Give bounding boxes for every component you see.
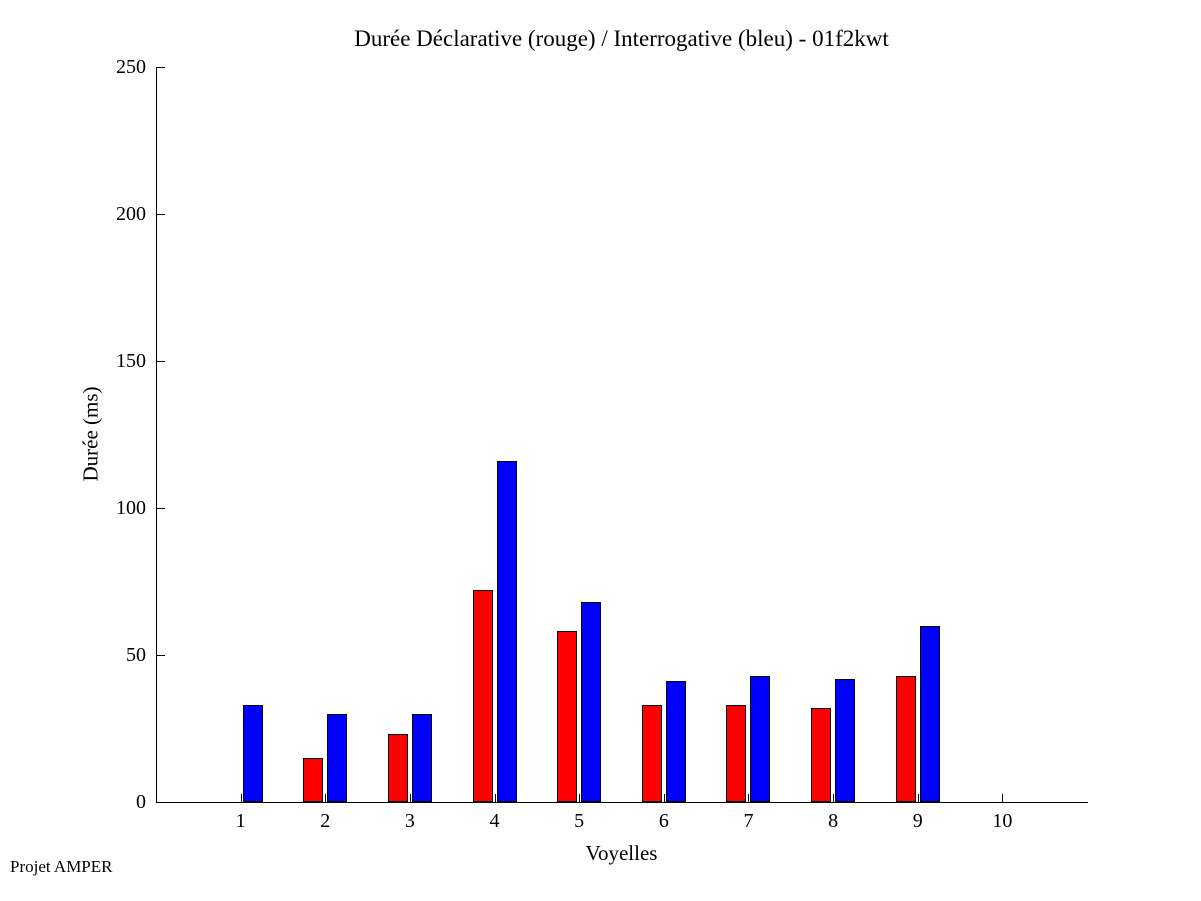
x-tick-label-8: 8 bbox=[828, 810, 839, 832]
plot-area bbox=[156, 67, 1088, 803]
x-axis-label: Voyelles bbox=[585, 841, 658, 865]
y-tick-150 bbox=[157, 360, 165, 362]
x-tick-5 bbox=[579, 794, 581, 802]
bar-déclarative-5 bbox=[557, 631, 578, 802]
bar-déclarative-8 bbox=[811, 707, 832, 802]
bar-interrogative-7 bbox=[750, 675, 771, 802]
x-tick-6 bbox=[663, 794, 665, 802]
bar-déclarative-4 bbox=[472, 590, 493, 802]
y-tick-label-150: 150 bbox=[116, 350, 146, 372]
x-tick-label-2: 2 bbox=[320, 810, 331, 832]
y-tick-50 bbox=[157, 654, 165, 656]
project-footer: Projet AMPER bbox=[10, 857, 113, 876]
bar-interrogative-8 bbox=[835, 678, 856, 802]
x-tick-label-5: 5 bbox=[574, 810, 585, 832]
y-tick-100 bbox=[157, 507, 165, 509]
y-tick-0 bbox=[157, 801, 165, 803]
x-tick-9 bbox=[917, 794, 919, 802]
x-tick-label-10: 10 bbox=[992, 810, 1013, 832]
x-tick-label-3: 3 bbox=[404, 810, 415, 832]
y-tick-label-50: 50 bbox=[126, 644, 146, 666]
y-tick-label-200: 200 bbox=[116, 203, 146, 225]
bar-interrogative-4 bbox=[496, 460, 517, 802]
bar-interrogative-1 bbox=[242, 704, 263, 802]
bar-déclarative-2 bbox=[303, 757, 324, 802]
y-tick-label-250: 250 bbox=[116, 56, 146, 78]
x-tick-label-7: 7 bbox=[743, 810, 754, 832]
bar-interrogative-9 bbox=[919, 625, 940, 802]
x-tick-1 bbox=[240, 794, 242, 802]
bar-interrogative-5 bbox=[581, 602, 602, 802]
bar-déclarative-9 bbox=[895, 675, 916, 802]
bar-déclarative-3 bbox=[387, 734, 408, 802]
x-tick-4 bbox=[494, 794, 496, 802]
bar-interrogative-2 bbox=[327, 713, 348, 802]
y-tick-label-100: 100 bbox=[116, 497, 146, 519]
x-tick-label-6: 6 bbox=[658, 810, 669, 832]
x-tick-8 bbox=[833, 794, 835, 802]
x-tick-10 bbox=[1002, 794, 1004, 802]
y-tick-label-0: 0 bbox=[136, 791, 146, 813]
bar-déclarative-6 bbox=[641, 704, 662, 802]
x-tick-label-9: 9 bbox=[912, 810, 923, 832]
x-tick-label-4: 4 bbox=[489, 810, 500, 832]
x-tick-7 bbox=[748, 794, 750, 802]
bar-interrogative-3 bbox=[411, 713, 432, 802]
y-tick-200 bbox=[157, 213, 165, 215]
bar-interrogative-6 bbox=[665, 681, 686, 802]
x-tick-label-1: 1 bbox=[235, 810, 246, 832]
x-tick-2 bbox=[325, 794, 327, 802]
y-tick-250 bbox=[157, 66, 165, 68]
y-axis-label: Durée (ms) bbox=[78, 386, 103, 482]
bar-déclarative-7 bbox=[726, 704, 747, 802]
chart-title: Durée Déclarative (rouge) / Interrogativ… bbox=[354, 26, 889, 51]
x-tick-3 bbox=[409, 794, 411, 802]
